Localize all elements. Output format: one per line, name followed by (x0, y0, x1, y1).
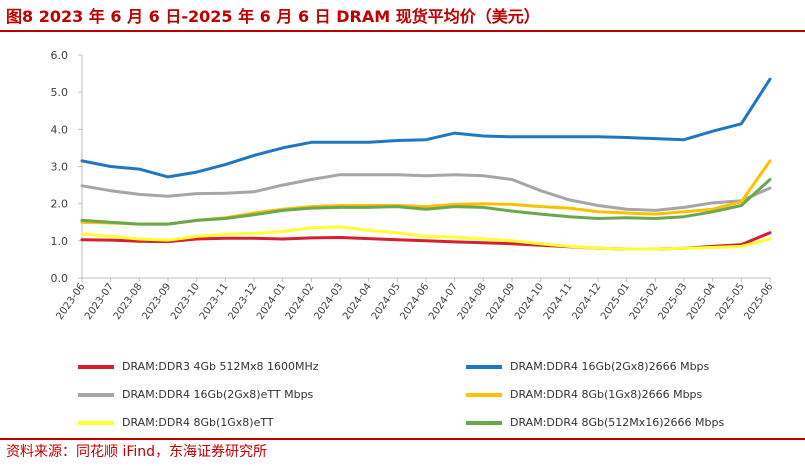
x-tick-label: 2025-06 (742, 281, 775, 322)
series-line-4 (80, 225, 772, 251)
y-tick-label: 1.0 (51, 235, 69, 248)
legend-label: DRAM:DDR4 8Gb(1Gx8)2666 Mbps (510, 388, 703, 401)
legend-swatch (78, 420, 114, 425)
y-tick-label: 5.0 (51, 86, 69, 99)
series-layer (80, 77, 772, 251)
legend-swatch (78, 392, 114, 397)
series-line-2 (80, 173, 772, 212)
legend-item-0: DRAM:DDR3 4Gb 512Mx8 1600MHz (78, 360, 319, 373)
legend-label: DRAM:DDR4 16Gb(2Gx8)eTT Mbps (122, 388, 314, 401)
source-note: 资料来源：同花顺 iFind，东海证券研究所 (6, 444, 268, 460)
y-tick-label: 2.0 (51, 198, 69, 211)
legend-label: DRAM:DDR4 16Gb(2Gx8)2666 Mbps (510, 360, 710, 373)
source-divider (0, 438, 805, 440)
legend-swatch (78, 364, 114, 369)
legend-swatch (466, 392, 502, 397)
legend-swatch (466, 364, 502, 369)
legend-label: DRAM:DDR4 8Gb(1Gx8)eTT (122, 416, 274, 429)
title-divider (0, 30, 805, 32)
legend-item-1: DRAM:DDR4 16Gb(2Gx8)2666 Mbps (466, 360, 709, 373)
y-tick-label: 0.0 (51, 272, 69, 285)
legend-item-5: DRAM:DDR4 8Gb(512Mx16)2666 Mbps (466, 416, 724, 429)
legend-label: DRAM:DDR4 8Gb(512Mx16)2666 Mbps (510, 416, 725, 429)
series-line-3 (80, 159, 772, 226)
line-chart: 0.0 1.0 2.0 3.0 4.0 5.0 6.0 2023-062023-072023… (51, 49, 776, 322)
legend-label: DRAM:DDR3 4Gb 512Mx8 1600MHz (122, 360, 319, 373)
y-tick-label: 4.0 (51, 123, 69, 136)
y-tick-label: 6.0 (51, 49, 69, 62)
series-line-1 (80, 77, 772, 179)
legend-swatch (466, 420, 502, 425)
figure-title: 图8 2023 年 6 月 6 日-2025 年 6 月 6 日 DRAM 现货… (6, 7, 540, 26)
legend-item-2: DRAM:DDR4 16Gb(2Gx8)eTT Mbps (78, 388, 313, 401)
series-line-5 (80, 178, 772, 226)
x-axis: 2023-062023-072023-082023-092023-102023-… (54, 277, 775, 322)
y-axis: 0.0 1.0 2.0 3.0 4.0 5.0 6.0 (51, 49, 83, 285)
y-tick-label: 3.0 (51, 161, 69, 174)
legend-item-4: DRAM:DDR4 8Gb(1Gx8)eTT (78, 416, 274, 429)
legend-item-3: DRAM:DDR4 8Gb(1Gx8)2666 Mbps (466, 388, 702, 401)
